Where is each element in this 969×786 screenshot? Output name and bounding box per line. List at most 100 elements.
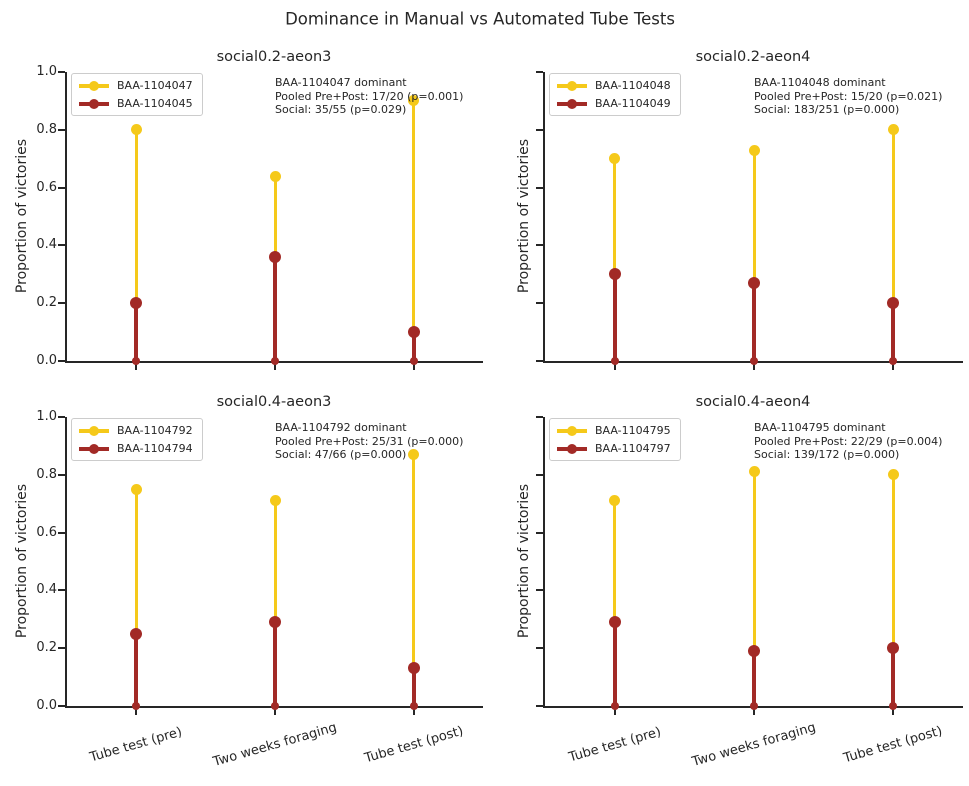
x-tick-mark: [613, 363, 616, 370]
legend-entry: BAA-1104049: [557, 96, 671, 111]
stem-marker: [269, 170, 281, 182]
stem-base-marker: [271, 702, 279, 710]
y-tick-label: 0.6: [36, 179, 57, 195]
stem-base-marker: [610, 357, 619, 365]
stem-marker: [130, 483, 142, 495]
y-tick-mark: [536, 473, 543, 476]
stem-marker: [609, 495, 621, 507]
subplot-title: social0.2-aeon4: [695, 49, 811, 65]
y-tick-mark: [536, 589, 543, 592]
plot-area: BAA-1104047 BAA-1104045 BAA-1104047 domi…: [36, 64, 483, 370]
stats-annotation: BAA-1104792 dominant Pooled Pre+Post: 25…: [275, 421, 463, 462]
subplot-title: social0.4-aeon3: [216, 394, 332, 410]
x-tick-mark: [135, 363, 138, 370]
stem-base-marker: [132, 702, 141, 710]
annotation-line: Pooled Pre+Post: 15/20 (p=0.021): [754, 89, 943, 103]
y-tick-label: 1.0: [36, 409, 57, 424]
stem-marker: [887, 642, 900, 655]
y-tick-label: 0.4: [36, 237, 57, 253]
stem-line: [752, 282, 756, 361]
stem-line: [891, 129, 895, 361]
annotation-line: BAA-1104047 dominant: [275, 76, 407, 89]
y-tick-mark: [58, 705, 65, 707]
y-tick-mark: [536, 416, 543, 418]
legend-entry: BAA-1104792: [79, 423, 193, 438]
stem-marker: [887, 297, 900, 310]
stem-line: [891, 648, 896, 706]
y-tick-label: 0.4: [36, 582, 57, 598]
stem-base-marker: [750, 357, 758, 365]
legend-entry: BAA-1104795: [557, 423, 671, 438]
plot-area: BAA-1104048 BAA-1104049 BAA-1104048 domi…: [536, 71, 963, 370]
x-tick-label: Tube test (pre): [566, 724, 663, 766]
y-axis-label: Proportion of victories: [516, 138, 532, 294]
x-tick-mark: [753, 363, 755, 370]
stem-marker: [407, 326, 420, 339]
stem-line: [134, 303, 139, 361]
stem-line: [273, 256, 277, 361]
legend-label: BAA-1104792: [117, 424, 193, 437]
stem-line: [752, 471, 756, 706]
legend-entry: BAA-1104045: [79, 96, 193, 111]
x-tick-label: Tube test (post): [842, 723, 945, 767]
stem-line: [134, 633, 139, 706]
legend-entry: BAA-1104797: [557, 441, 671, 456]
y-tick-label: 0.2: [36, 640, 57, 656]
stats-annotation: BAA-1104047 dominant Pooled Pre+Post: 17…: [275, 76, 463, 117]
stem-marker: [608, 616, 621, 629]
y-axis-label: Proportion of victories: [14, 483, 30, 639]
legend-marker-icon: [79, 441, 109, 456]
stem-line: [412, 100, 416, 361]
x-tick-label: Two weeks foraging: [690, 720, 818, 770]
stem-marker: [748, 645, 760, 658]
y-tick-mark: [58, 531, 65, 534]
stats-annotation: BAA-1104795 dominant Pooled Pre+Post: 22…: [754, 421, 942, 462]
stem-base-marker: [750, 702, 758, 710]
x-tick-mark: [613, 708, 616, 715]
legend-entry: BAA-1104794: [79, 441, 193, 456]
legend-marker-icon: [557, 78, 587, 93]
stem-base-marker: [271, 357, 279, 365]
legend-label: BAA-1104048: [595, 79, 671, 92]
stem-line: [613, 500, 617, 706]
y-tick-label: 1.0: [36, 64, 57, 79]
y-tick-mark: [58, 244, 65, 247]
stem-marker: [130, 627, 143, 640]
y-tick-mark: [536, 360, 543, 362]
y-axis-label: Proportion of victories: [14, 138, 30, 294]
y-tick-label: 0.8: [36, 121, 57, 137]
x-tick-mark: [753, 708, 755, 715]
legend-label: BAA-1104047: [117, 79, 193, 92]
stem-base-marker: [889, 357, 898, 365]
legend-label: BAA-1104049: [595, 97, 671, 110]
stem-line: [273, 622, 277, 706]
annotation-line: BAA-1104048 dominant: [754, 76, 886, 89]
y-tick-label: 0.0: [36, 353, 57, 368]
stem-marker: [269, 495, 281, 507]
annotation-line: Pooled Pre+Post: 22/29 (p=0.004): [754, 434, 943, 448]
x-tick-mark: [412, 708, 415, 715]
legend-marker-icon: [79, 78, 109, 93]
y-tick-mark: [58, 647, 65, 650]
stem-line: [273, 500, 277, 706]
annotation-line: BAA-1104795 dominant: [754, 421, 886, 434]
y-tick-mark: [58, 473, 65, 476]
plot-area: BAA-1104795 BAA-1104797 BAA-1104795 domi…: [536, 416, 963, 770]
stem-base-marker: [889, 702, 898, 710]
stem-marker: [887, 124, 899, 136]
stem-line: [752, 150, 756, 361]
subplot-title: social0.4-aeon4: [695, 394, 811, 410]
stats-annotation: BAA-1104048 dominant Pooled Pre+Post: 15…: [754, 76, 942, 117]
stem-line: [412, 454, 416, 706]
y-tick-mark: [58, 71, 65, 73]
y-tick-mark: [58, 416, 65, 418]
stem-marker: [608, 268, 621, 281]
stem-marker: [408, 449, 420, 461]
stem-line: [134, 129, 138, 361]
stem-line: [891, 303, 896, 361]
stem-base-marker: [409, 357, 418, 365]
y-tick-mark: [536, 128, 543, 131]
legend-marker-icon: [79, 96, 109, 111]
legend-marker-icon: [557, 96, 587, 111]
stem-base-marker: [409, 702, 418, 710]
